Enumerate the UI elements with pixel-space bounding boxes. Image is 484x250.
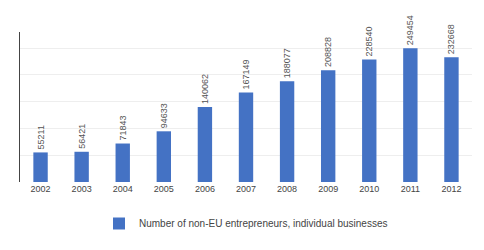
svg-text:2011: 2011 [401,184,420,194]
svg-text:2010: 2010 [359,184,379,194]
svg-text:2012: 2012 [441,184,461,194]
svg-text:2006: 2006 [195,184,215,194]
svg-text:228540: 228540 [364,27,374,57]
svg-text:2002: 2002 [31,184,51,194]
svg-text:188077: 188077 [282,48,292,78]
svg-text:71843: 71843 [118,115,128,140]
svg-text:208828: 208828 [323,37,333,67]
svg-text:56421: 56421 [77,124,87,149]
svg-text:140062: 140062 [200,74,210,104]
svg-text:2007: 2007 [236,184,256,194]
svg-text:2008: 2008 [277,184,297,194]
svg-text:Number of non-EU entrepreneurs: Number of non-EU entrepreneurs, individu… [139,218,387,229]
svg-text:2005: 2005 [154,184,174,194]
svg-text:2009: 2009 [318,184,338,194]
svg-text:94633: 94633 [159,103,169,128]
svg-text:167149: 167149 [241,59,251,89]
svg-text:55211: 55211 [36,125,46,149]
svg-text:249454: 249454 [405,15,415,45]
svg-text:2004: 2004 [113,184,133,194]
svg-text:232668: 232668 [446,24,456,54]
svg-text:2003: 2003 [72,184,92,194]
